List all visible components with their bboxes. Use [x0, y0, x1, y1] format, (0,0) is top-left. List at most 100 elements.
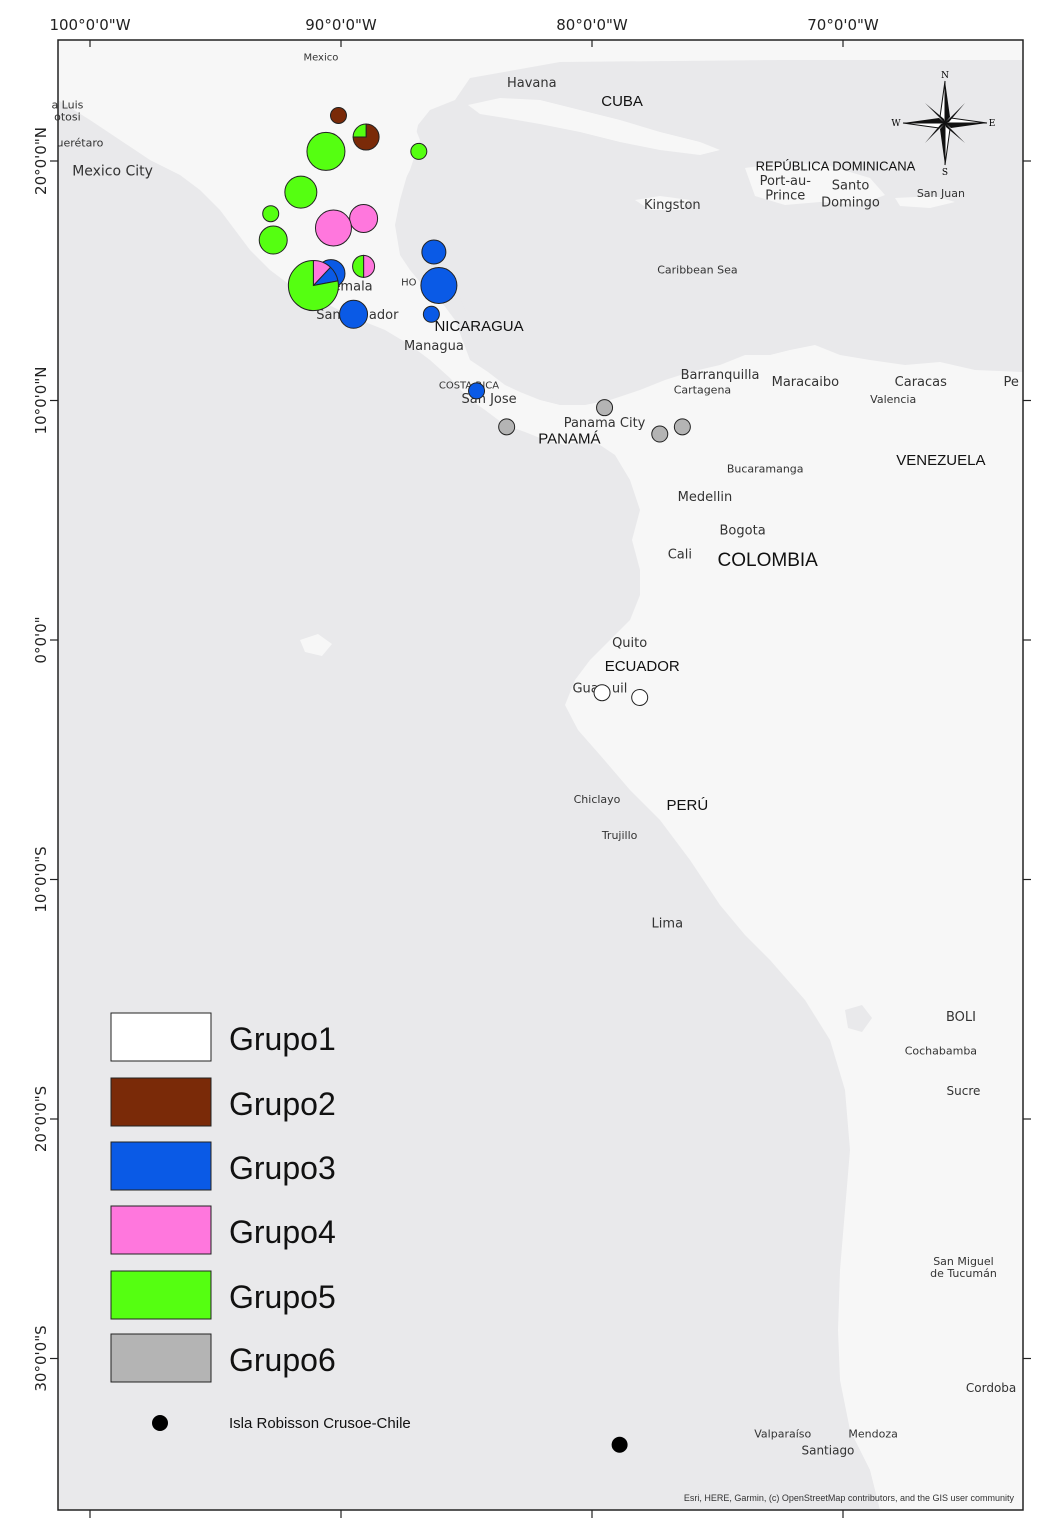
place-label: Prince	[765, 188, 805, 203]
place-label: Santo	[832, 179, 870, 194]
site-pie	[306, 131, 346, 171]
place-label: Medellin	[678, 490, 733, 505]
place-label: Panama City	[564, 416, 646, 431]
site-pie	[287, 260, 339, 312]
site-pie	[651, 425, 669, 443]
country-labels: CUBA REPÚBLICA DOMINICANA NICARAGUA PANAMÁ V…	[434, 93, 985, 814]
legend-swatch-grupo5	[110, 1270, 212, 1320]
compass-n: N	[941, 71, 949, 81]
place-label: BOLI	[946, 1010, 976, 1025]
place-label: Quito	[612, 636, 647, 651]
pie-slice	[631, 688, 649, 706]
place-label: Cartagena	[674, 383, 731, 396]
lon-label: 70°0'0"W	[807, 16, 879, 34]
place-label: ador	[369, 308, 399, 323]
site-pie	[498, 418, 516, 436]
site-pie	[339, 299, 369, 329]
pie-slice	[306, 131, 346, 171]
pie-slice	[349, 203, 379, 233]
country-label: PANAMÁ	[538, 431, 600, 448]
site-pie	[352, 123, 380, 151]
legend-label-grupo2: Grupo2	[229, 1086, 336, 1122]
place-label: Mexico City	[72, 163, 153, 179]
compass-w: W	[891, 119, 901, 129]
site-pie	[349, 203, 379, 233]
lat-label: 30°0'0"S	[32, 1325, 50, 1391]
site-pie	[422, 305, 440, 323]
map-frame	[57, 39, 1024, 1511]
site-pie	[673, 418, 691, 436]
legend-swatch-grupo4	[110, 1205, 212, 1255]
pie-slice	[596, 399, 614, 417]
pie-slice	[673, 418, 691, 436]
place-label: Bucaramanga	[727, 462, 804, 475]
country-label: COLOMBIA	[718, 550, 819, 571]
lat-label: 0°0'0"	[32, 616, 50, 663]
pie-slice	[258, 225, 288, 255]
legend-swatch-grupo3	[110, 1141, 212, 1191]
place-label: uil	[612, 682, 627, 697]
land-puerto-rico	[895, 196, 955, 208]
place-label: Managua	[404, 339, 464, 354]
place-label: a Luis	[51, 98, 83, 111]
place-label: Bogota	[720, 524, 766, 539]
lon-label: 100°0'0"W	[49, 16, 130, 34]
legend-swatch-grupo6	[110, 1333, 212, 1383]
country-label: REPÚBLICA DOMINICANA	[756, 159, 916, 174]
country-label: VENEZUELA	[896, 452, 985, 469]
place-label: Mendoza	[848, 1428, 897, 1441]
basemap	[58, 40, 1023, 1510]
land-cuba	[468, 98, 720, 155]
place-label: Caracas	[895, 375, 947, 390]
pie-slice	[339, 299, 369, 329]
place-label: Kingston	[644, 198, 701, 213]
place-label: Cali	[668, 548, 692, 563]
pie-slice	[468, 382, 486, 400]
place-label: Caribbean Sea	[657, 264, 737, 277]
legend-swatch-grupo2	[110, 1077, 212, 1127]
site-pie	[420, 267, 458, 305]
pie-slice	[422, 305, 440, 323]
pie-slice	[410, 142, 428, 160]
place-label: San Juan	[917, 187, 965, 200]
lat-label: 10°0'0"S	[32, 846, 50, 912]
site-pie	[421, 239, 447, 265]
pie-slice	[314, 209, 352, 247]
pie-slice	[329, 106, 347, 124]
pie-slice	[352, 254, 365, 278]
pie-slice	[287, 260, 339, 312]
pie-slice	[420, 267, 458, 305]
site-pie	[631, 688, 649, 706]
lon-label: 90°0'0"W	[305, 16, 377, 34]
place-label: Trujillo	[601, 829, 638, 842]
attribution: Esri, HERE, Garmin, (c) OpenStreetMap co…	[684, 1493, 1015, 1503]
lat-label: 20°0'0"S	[32, 1086, 50, 1152]
place-label: Mexico	[303, 52, 338, 63]
pie-slice	[421, 239, 447, 265]
site-pie	[410, 142, 428, 160]
place-label: Lima	[652, 916, 683, 931]
compass-s: S	[942, 168, 948, 178]
place-label: COSTA RICA	[439, 381, 499, 392]
lake-titicaca	[845, 1005, 872, 1032]
legend-island-label: Isla Robisson Crusoe-Chile	[229, 1415, 411, 1432]
lat-label: 10°0'0"N	[32, 367, 50, 435]
country-label: PERÚ	[667, 797, 709, 814]
pie-slice	[262, 205, 280, 223]
place-label: Domingo	[821, 196, 880, 211]
legend-label-grupo3: Grupo3	[229, 1150, 336, 1186]
pie-slice	[593, 684, 611, 702]
site-pie	[593, 684, 611, 702]
country-label: CUBA	[601, 93, 643, 110]
place-label: Sucre	[947, 1084, 981, 1098]
place-label: San	[316, 308, 340, 323]
site-pie	[262, 205, 280, 223]
place-label: Pe	[1003, 375, 1018, 390]
place-label: San Miguel	[933, 1255, 994, 1268]
place-label: Havana	[507, 76, 557, 91]
place-label: otosi	[54, 110, 81, 123]
legend-label-grupo5: Grupo5	[229, 1279, 336, 1315]
place-label: Port-au-	[760, 174, 812, 189]
